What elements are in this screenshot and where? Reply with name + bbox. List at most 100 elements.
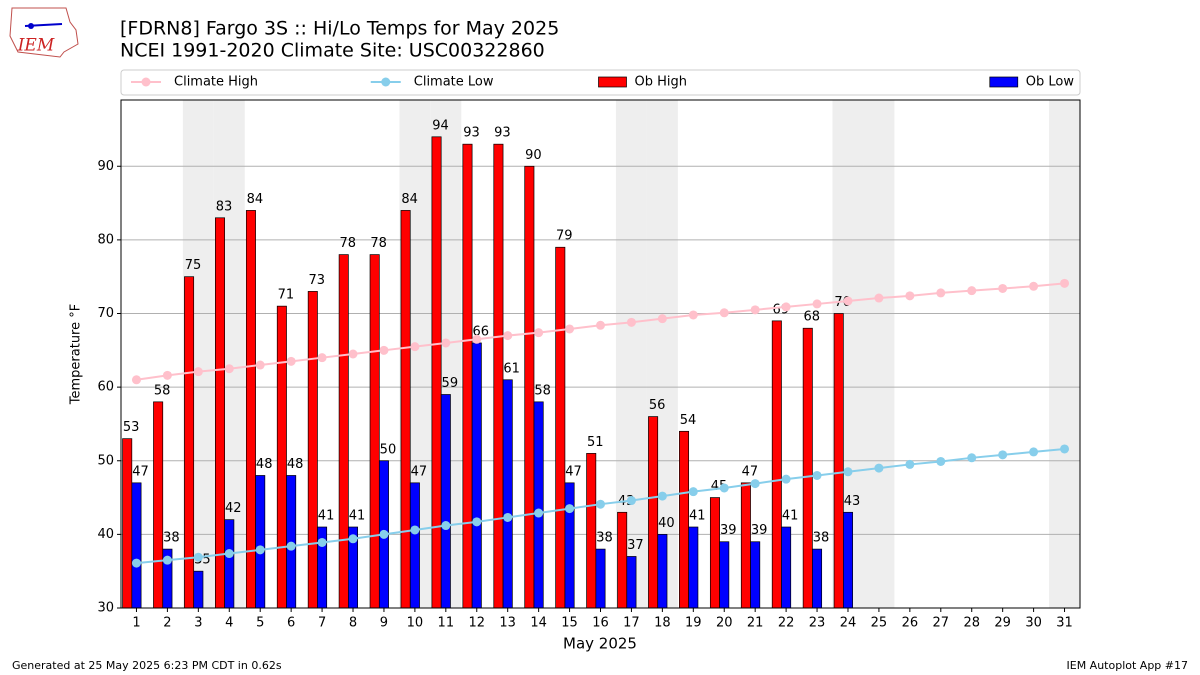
bar [369,254,380,609]
y-tick-label: 80 [97,232,114,247]
bar-value-label: 84 [247,192,264,207]
x-tick-label: 12 [468,616,485,631]
x-tick-label: 22 [778,616,795,631]
line-marker [441,521,451,531]
line-marker [626,496,636,506]
line-marker [534,508,544,518]
bar-value-label: 73 [309,273,326,288]
bar [657,534,668,609]
line-marker [193,367,203,377]
x-tick-label: 28 [963,616,980,631]
line-marker [657,491,667,501]
bar-value-label: 48 [256,457,273,472]
x-tick-label: 16 [592,616,609,631]
line-marker [998,450,1008,460]
bar-value-label: 41 [318,509,335,524]
x-tick-label: 24 [840,616,857,631]
line-marker [255,360,265,370]
logo-text: IEM [17,36,55,56]
x-tick-label: 23 [809,616,826,631]
bar [709,497,720,609]
bar [122,438,133,609]
line-marker [317,537,327,547]
bar [215,217,225,609]
bar-value-label: 51 [587,435,604,450]
bar [842,511,853,609]
x-tick-label: 17 [623,616,640,631]
footer-right: IEM Autoplot App #17 [1067,659,1189,672]
legend-marker [141,77,151,87]
line-marker [131,558,141,568]
bar-value-label: 48 [287,457,304,472]
x-tick-label: 26 [902,616,919,631]
bar-value-label: 41 [689,509,706,524]
bar-value-label: 54 [680,413,697,428]
legend-label: Ob Low [1026,75,1075,90]
bar-value-label: 40 [658,516,675,531]
bar-value-label: 94 [432,118,449,133]
bar [338,254,349,609]
bar-value-label: 58 [154,383,171,398]
line-marker [503,331,513,341]
bar [255,475,266,609]
x-tick-label: 3 [194,616,202,631]
bar-value-label: 47 [565,464,582,479]
line-marker [379,345,389,355]
y-tick-label: 90 [97,159,114,174]
x-tick-label: 9 [380,616,388,631]
weekend-band [1049,100,1080,608]
bar [812,548,823,609]
bar-value-label: 43 [844,494,861,509]
line-marker [162,555,172,565]
bar [245,210,256,609]
bar [131,482,142,609]
line-marker [750,479,760,489]
bar-value-label: 61 [503,361,520,376]
bar [153,401,164,609]
x-tick-label: 7 [318,616,326,631]
x-tick-label: 19 [685,616,702,631]
x-tick-label: 8 [349,616,357,631]
bar-value-label: 68 [803,310,820,325]
bar [781,526,792,609]
line-marker [812,470,822,480]
bar-value-label: 39 [720,523,737,538]
line-marker [719,308,729,318]
bar [409,482,420,609]
line-marker [317,353,327,363]
x-tick-label: 6 [287,616,295,631]
line-marker [162,370,172,380]
line-marker [998,283,1008,293]
bar-value-label: 59 [442,376,459,391]
bar [193,570,204,609]
bar [586,453,597,609]
x-tick-label: 31 [1056,616,1073,631]
bar-value-label: 37 [627,538,644,553]
bar-value-label: 38 [596,531,613,546]
legend-label: Climate High [174,75,258,90]
bar [276,305,287,609]
x-tick-label: 1 [132,616,140,631]
bar [833,313,844,609]
y-axis-label: Temperature °F [69,304,84,405]
line-marker [224,364,234,374]
x-axis-label: May 2025 [563,635,637,653]
line-marker [905,459,915,469]
bar-value-label: 41 [782,509,799,524]
y-tick-label: 40 [97,527,114,542]
legend-marker [381,77,391,87]
bar [771,320,782,609]
bar [564,482,575,609]
bar [688,526,699,609]
x-tick-label: 4 [225,616,233,631]
bar [750,541,761,609]
bar [533,401,544,609]
line-marker [1029,447,1039,457]
bar-value-label: 47 [411,464,428,479]
line-marker [626,317,636,327]
x-tick-label: 11 [438,616,455,631]
x-tick-label: 20 [716,616,733,631]
bar-value-label: 78 [339,236,356,251]
line-marker [843,467,853,477]
